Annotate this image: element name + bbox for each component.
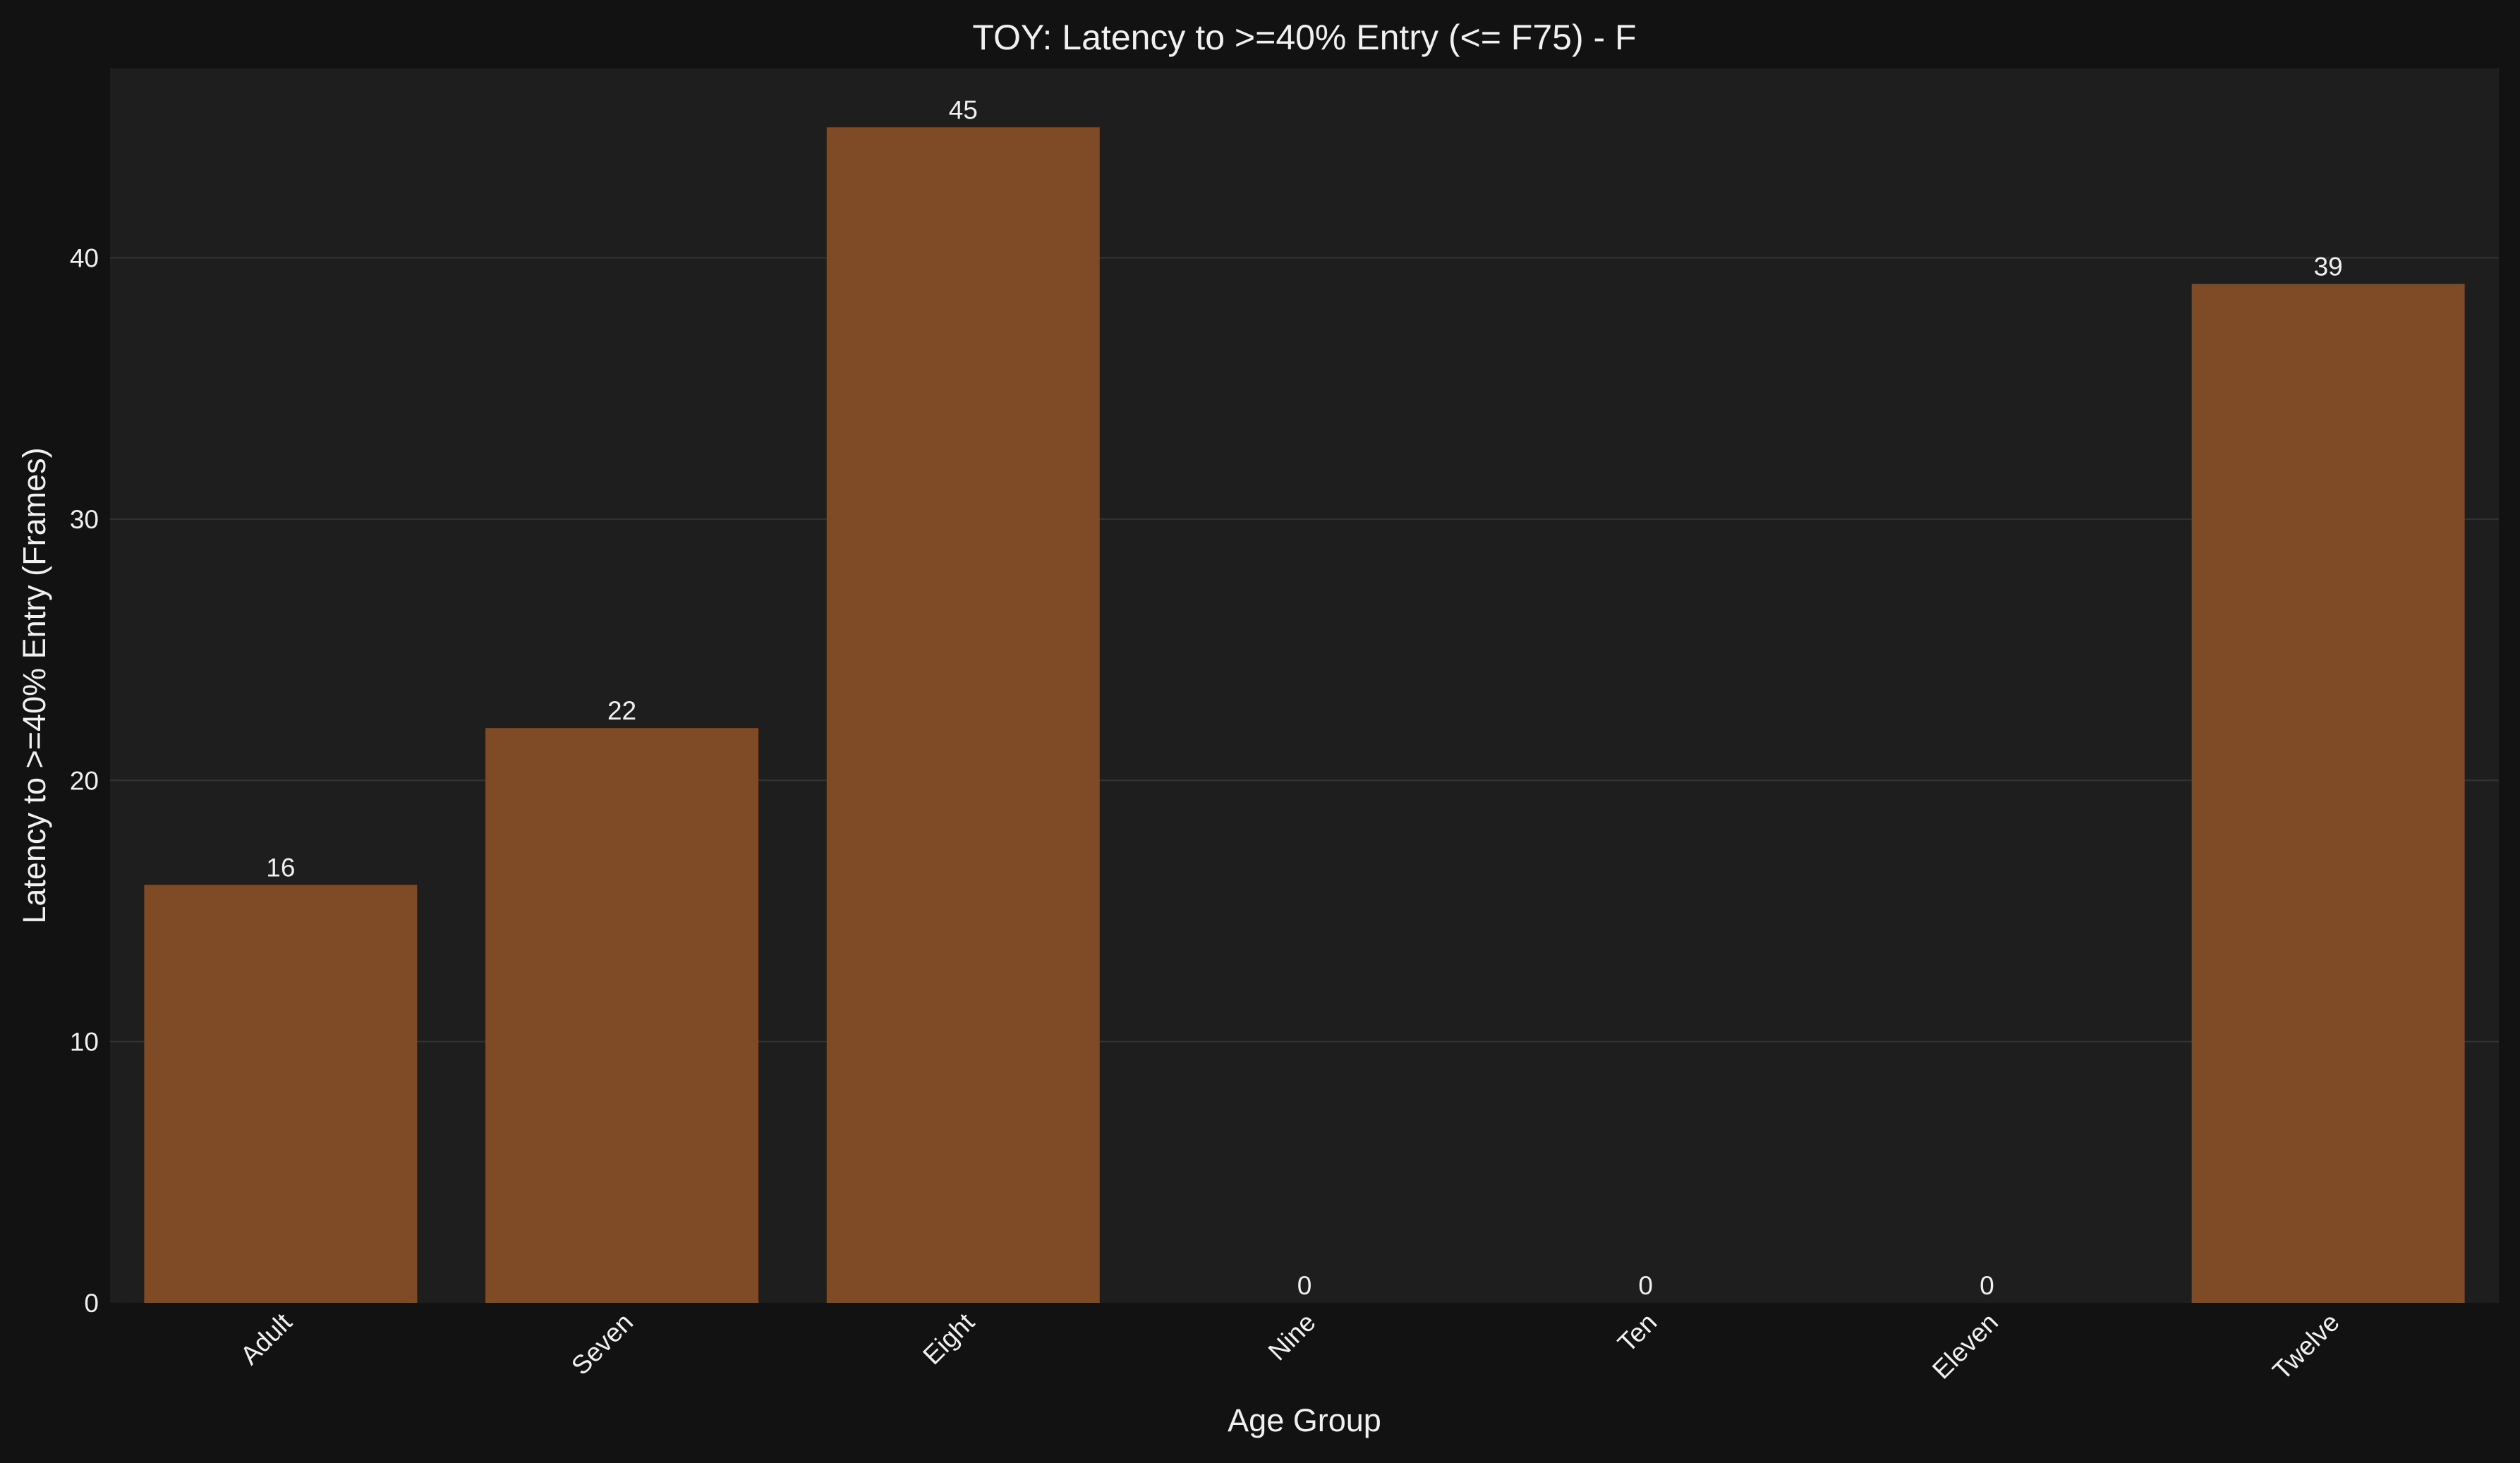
y-tick-label: 10: [70, 1028, 99, 1057]
y-axis-ticks: 0 10 20 30 40: [70, 244, 99, 1318]
x-axis-label: Age Group: [1228, 1402, 1381, 1438]
data-label: 0: [1980, 1271, 1994, 1300]
chart-title: TOY: Latency to >=40% Entry (<= F75) - F: [972, 18, 1636, 57]
data-labels: 16 22 45 0 0 0 39: [266, 95, 2342, 1300]
data-label: 16: [266, 853, 295, 882]
data-label: 0: [1297, 1271, 1312, 1300]
data-label: 22: [607, 696, 636, 725]
bar-twelve: [2191, 284, 2465, 1303]
bar-seven: [485, 728, 759, 1303]
y-tick-label: 0: [84, 1289, 99, 1318]
y-tick-label: 30: [70, 505, 99, 534]
bar-adult: [144, 885, 418, 1303]
bar-eight: [826, 127, 1100, 1303]
data-label: 39: [2314, 253, 2343, 281]
data-label: 0: [1638, 1271, 1653, 1300]
plot-area: [110, 68, 2499, 1303]
bars: [144, 127, 2465, 1303]
y-axis-label: Latency to >=40% Entry (Frames): [16, 447, 52, 923]
data-label: 45: [949, 95, 978, 124]
y-tick-label: 40: [70, 244, 99, 273]
y-tick-label: 20: [70, 766, 99, 795]
